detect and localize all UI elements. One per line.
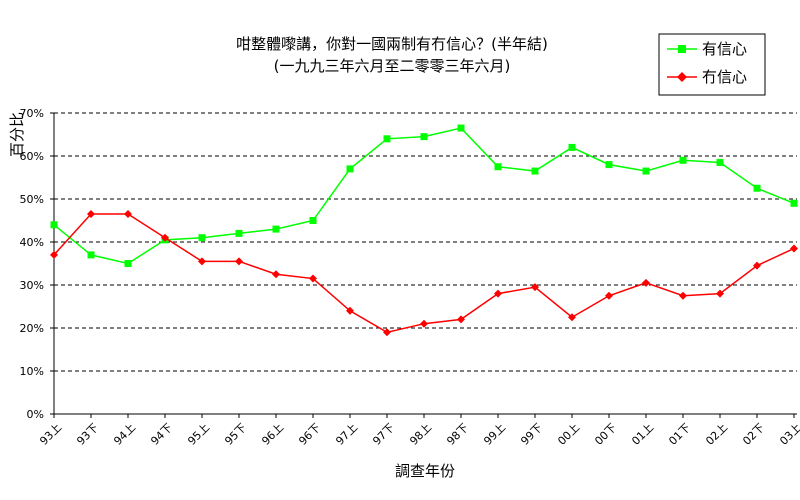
data-point	[161, 233, 169, 242]
data-point	[568, 143, 576, 151]
x-tick-label: 94上	[111, 421, 138, 448]
data-point	[753, 184, 761, 192]
data-point	[790, 244, 798, 253]
x-tick-label: 93下	[74, 421, 101, 448]
chart-title: 咁整體嚟講，你對一國兩制有冇信心？(半年結)	[236, 35, 548, 53]
data-point	[605, 291, 613, 300]
data-point	[679, 156, 687, 164]
x-tick-label: 94下	[148, 421, 175, 448]
y-tick-label: 60%	[20, 150, 44, 163]
y-axis-label: 百分比	[8, 112, 26, 157]
data-point	[124, 210, 132, 219]
x-tick-label: 03上	[777, 421, 800, 448]
data-point	[198, 234, 206, 242]
y-tick-label: 20%	[20, 322, 44, 335]
x-tick-label: 02下	[740, 421, 767, 448]
x-tick-label: 01上	[629, 421, 656, 448]
y-tick-label: 50%	[20, 193, 44, 206]
data-point	[124, 260, 132, 267]
data-point	[716, 158, 724, 166]
x-axis-label: 調查年份	[395, 462, 455, 480]
data-point	[309, 274, 317, 283]
x-tick-label: 93上	[37, 421, 64, 448]
series-line-1	[53, 213, 795, 334]
data-point	[87, 210, 95, 219]
x-tick-label: 98上	[407, 421, 434, 448]
x-tick-label: 01下	[666, 421, 693, 448]
x-tick-label: 00下	[592, 421, 619, 448]
data-point	[605, 161, 613, 169]
data-point	[198, 257, 206, 266]
x-tick-label: 97上	[333, 421, 360, 448]
data-point	[235, 257, 243, 266]
y-tick-label: 30%	[20, 279, 44, 292]
legend: 有信心 冇信心	[658, 33, 766, 96]
data-point	[87, 251, 95, 259]
data-point	[272, 270, 280, 279]
data-point	[383, 328, 391, 337]
legend-marker-red	[677, 72, 687, 82]
legend-label-not-confident: 冇信心	[702, 68, 747, 86]
data-point	[642, 278, 650, 287]
x-tick-label: 95上	[185, 421, 212, 448]
data-point	[457, 315, 465, 324]
x-tick-label: 97下	[370, 421, 397, 448]
data-point	[235, 229, 243, 237]
x-tick-label: 96上	[259, 421, 286, 448]
data-point	[309, 217, 317, 224]
data-point	[346, 306, 354, 315]
data-point	[494, 163, 502, 171]
data-point	[457, 124, 465, 132]
data-point	[531, 167, 539, 175]
data-point	[346, 165, 354, 173]
data-point	[420, 133, 428, 141]
data-point	[50, 221, 58, 229]
x-tick-label: 02上	[703, 421, 730, 448]
x-tick-label: 99上	[481, 421, 508, 448]
data-point	[642, 167, 650, 175]
x-tick-label: 99下	[518, 421, 545, 448]
y-tick-label: 40%	[20, 236, 44, 249]
data-point	[272, 225, 280, 233]
data-point	[753, 261, 761, 270]
x-tick-label: 96下	[296, 421, 323, 448]
data-point	[383, 135, 391, 143]
data-point	[420, 319, 428, 328]
data-point	[568, 313, 576, 322]
data-point	[679, 291, 687, 300]
data-point	[790, 199, 798, 207]
y-tick-label: 0%	[27, 408, 44, 421]
data-point	[716, 289, 724, 298]
chart-subtitle: (一九九三年六月至二零零三年六月)	[274, 57, 511, 75]
y-tick-label: 70%	[20, 107, 44, 120]
y-tick-label: 10%	[20, 365, 44, 378]
x-tick-label: 95下	[222, 421, 249, 448]
data-point	[50, 250, 58, 259]
data-point	[494, 289, 502, 298]
x-tick-label: 00上	[555, 421, 582, 448]
data-point	[531, 283, 539, 292]
legend-label-confident: 有信心	[702, 40, 747, 58]
legend-marker-green	[678, 45, 686, 53]
x-tick-label: 98下	[444, 421, 471, 448]
